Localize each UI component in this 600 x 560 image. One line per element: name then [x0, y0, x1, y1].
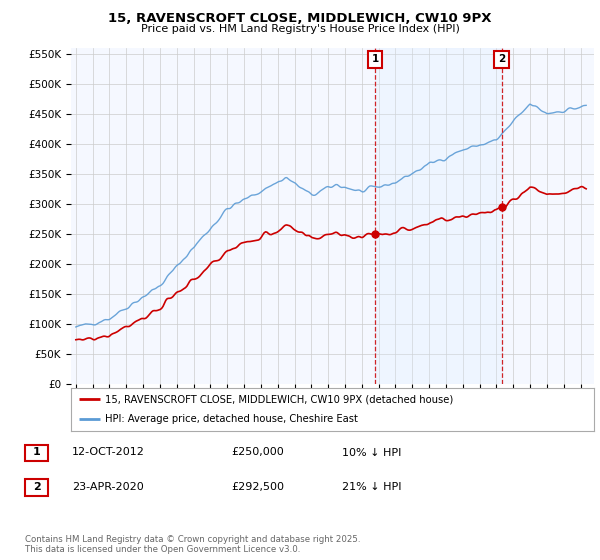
Text: £292,500: £292,500 — [231, 482, 284, 492]
Text: 21% ↓ HPI: 21% ↓ HPI — [342, 482, 401, 492]
Text: 2: 2 — [33, 482, 40, 492]
Text: 10% ↓ HPI: 10% ↓ HPI — [342, 447, 401, 458]
Text: 23-APR-2020: 23-APR-2020 — [72, 482, 144, 492]
Text: 1: 1 — [371, 54, 379, 64]
Text: 15, RAVENSCROFT CLOSE, MIDDLEWICH, CW10 9PX (detached house): 15, RAVENSCROFT CLOSE, MIDDLEWICH, CW10 … — [105, 394, 453, 404]
Text: 12-OCT-2012: 12-OCT-2012 — [72, 447, 145, 458]
Text: 15, RAVENSCROFT CLOSE, MIDDLEWICH, CW10 9PX: 15, RAVENSCROFT CLOSE, MIDDLEWICH, CW10 … — [108, 12, 492, 25]
Text: £250,000: £250,000 — [231, 447, 284, 458]
Text: Price paid vs. HM Land Registry's House Price Index (HPI): Price paid vs. HM Land Registry's House … — [140, 24, 460, 34]
Text: 2: 2 — [498, 54, 505, 64]
Text: HPI: Average price, detached house, Cheshire East: HPI: Average price, detached house, Ches… — [105, 414, 358, 424]
Text: 1: 1 — [33, 447, 40, 458]
Bar — [375, 48, 502, 384]
Text: Contains HM Land Registry data © Crown copyright and database right 2025.
This d: Contains HM Land Registry data © Crown c… — [25, 535, 361, 554]
